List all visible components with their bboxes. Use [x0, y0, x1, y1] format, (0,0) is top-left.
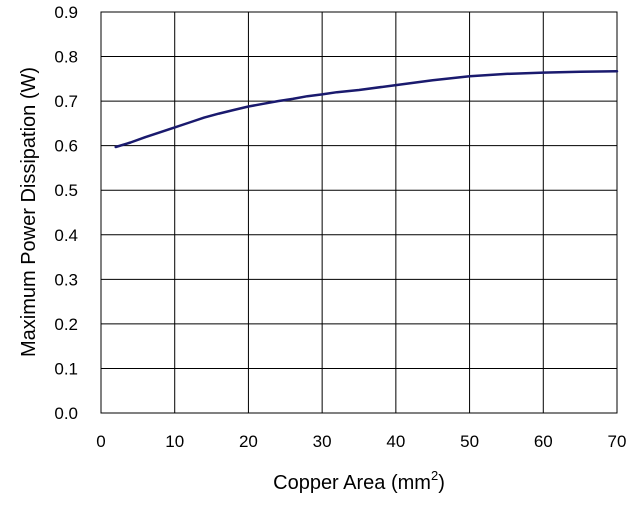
y-axis-ticks: 0.0 0.1 0.2 0.3 0.4 0.5 0.6 0.7 0.8 0.9	[54, 3, 78, 423]
series-layer	[114, 70, 619, 149]
x-tick-label: 70	[608, 432, 627, 451]
y-tick-label: 0.3	[54, 270, 78, 289]
x-axis-title-superscript: 2	[431, 468, 438, 483]
x-tick-label: 40	[386, 432, 405, 451]
x-axis-title-end: )	[438, 472, 445, 494]
y-axis-title: Maximum Power Dissipation (W)	[18, 67, 40, 357]
grid	[101, 12, 617, 413]
x-tick-label: 0	[96, 432, 105, 451]
y-tick-label: 0.1	[54, 359, 78, 378]
x-tick-label: 10	[165, 432, 184, 451]
y-tick-label: 0.4	[54, 226, 78, 245]
x-tick-label: 30	[313, 432, 332, 451]
y-tick-label: 0.9	[54, 3, 78, 22]
plot-area-frame	[100, 11, 618, 414]
y-tick-label: 0.5	[54, 181, 78, 200]
y-tick-label: 0.0	[54, 404, 78, 423]
x-axis-title: Copper Area (mm2)	[273, 468, 445, 494]
y-tick-label: 0.2	[54, 315, 78, 334]
x-axis-title-main: Copper Area (mm	[273, 472, 431, 494]
x-axis-ticks: 0 10 20 30 40 50 60 70	[96, 432, 626, 451]
x-tick-label: 60	[534, 432, 553, 451]
series-line	[114, 70, 619, 149]
x-tick-label: 20	[239, 432, 258, 451]
y-tick-label: 0.6	[54, 137, 78, 156]
y-tick-label: 0.7	[54, 92, 78, 111]
y-tick-label: 0.8	[54, 48, 78, 67]
x-tick-label: 50	[460, 432, 479, 451]
